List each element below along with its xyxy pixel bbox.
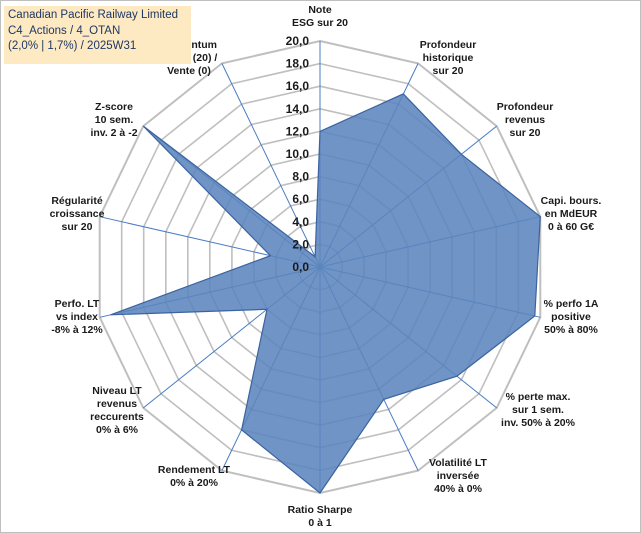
axis-label-line: historique (423, 52, 474, 64)
axis-label-line: en MdEUR (545, 208, 598, 220)
axis-label: Perfo. LT vs index -8% à 12% (51, 298, 103, 336)
title-company: Canadian Pacific Railway Limited (8, 9, 179, 21)
axis-label: Niveau LT revenus reccurents 0% à 6% (90, 385, 144, 436)
axis-label: Régularité croissance sur 20 (50, 195, 105, 233)
tick-label: 12,0 (286, 124, 310, 138)
axis-label-line: 0% à 6% (96, 424, 139, 436)
axis-label: Capi. bours. en MdEUR 0 à 60 G€ (541, 195, 602, 233)
axis-label-line: Capi. bours. (541, 195, 602, 207)
series-area (110, 93, 541, 494)
tick-label: 6,0 (292, 192, 309, 206)
chart-title-box: Canadian Pacific Railway Limited C4_Acti… (4, 6, 191, 64)
axis-label-line: Régularité (51, 195, 103, 207)
axis-label-line: inv. 2 à -2 (90, 127, 137, 139)
tick-label: 8,0 (292, 170, 309, 184)
tick-label: 20,0 (286, 34, 310, 48)
tick-label: 2,0 (292, 237, 309, 251)
axis-label-line: revenus (505, 114, 545, 126)
axis-label: Z-score 10 sem. inv. 2 à -2 (90, 101, 137, 139)
axis-label-line: positive (551, 311, 591, 323)
axis-label: Profondeur historique sur 20 (420, 39, 477, 77)
axis-label-line: Niveau LT (92, 385, 142, 397)
axis-label: Volatilité LT inversée 40% à 0% (429, 457, 488, 495)
axis-label-line: 0 à 60 G€ (548, 221, 594, 233)
tick-label: 14,0 (286, 102, 310, 116)
tick-label: 10,0 (286, 147, 310, 161)
axis-label-line: 0 à 1 (308, 517, 332, 529)
axis-label-line: croissance (50, 208, 105, 220)
axis-label-line: Note (308, 4, 331, 16)
axis-label-line: sur 20 (510, 127, 541, 139)
axis-label-line: 0% à 20% (170, 477, 219, 489)
axis-label-line: 10 sem. (95, 114, 134, 126)
radar-series (110, 93, 541, 494)
axis-label-line: ESG sur 20 (292, 17, 348, 29)
axis-label-line: 50% à 80% (544, 324, 598, 336)
axis-label-line: % perte max. (506, 391, 571, 403)
axis-label-line: -8% à 12% (51, 324, 103, 336)
axis-label-line: Vente (0) (167, 65, 211, 77)
axis-label: Profondeur revenus sur 20 (497, 101, 554, 139)
axis-label-line: Rendement LT (158, 464, 231, 476)
axis-spoke (221, 63, 321, 268)
tick-label: 18,0 (286, 57, 310, 71)
axis-label-line: Profondeur (497, 101, 554, 113)
axis-label-line: Volatilité LT (429, 457, 488, 469)
title-period: (2,0% | 1,7%) / 2025W31 (8, 40, 137, 52)
axis-label-line: Profondeur (420, 39, 477, 51)
axis-label-line: inv. 50% à 20% (501, 417, 576, 429)
axis-label: % perte max. sur 1 sem. inv. 50% à 20% (501, 391, 576, 429)
axis-label-line: reccurents (90, 411, 144, 423)
tick-label: 4,0 (292, 215, 309, 229)
axis-label-line: sur 1 sem. (512, 404, 564, 416)
axis-label-line: sur 20 (62, 221, 93, 233)
axis-label: Ratio Sharpe 0 à 1 (288, 504, 353, 529)
axis-label: Note ESG sur 20 (292, 4, 348, 29)
axis-label-line: sur 20 (433, 65, 464, 77)
axis-label-line: 40% à 0% (434, 483, 483, 495)
axis-label: Rendement LT 0% à 20% (158, 464, 231, 489)
title-category: C4_Actions / 4_OTAN (8, 24, 121, 37)
axis-label-line: Ratio Sharpe (288, 504, 353, 516)
axis-label-line: Perfo. LT (55, 298, 100, 310)
axis-label-line: revenus (97, 398, 137, 410)
radar-tick-labels: 0,0 2,0 4,0 6,0 8,0 10,0 12,0 14,0 16,0 18,0 20,0 (286, 34, 310, 274)
axis-label-line: inversée (437, 470, 480, 482)
tick-label: 16,0 (286, 79, 310, 93)
axis-label: % perfo 1A positive 50% à 80% (544, 298, 599, 336)
axis-label-line: vs index (56, 311, 98, 323)
axis-label-line: Z-score (95, 101, 133, 113)
axis-label-line: % perfo 1A (544, 298, 599, 310)
tick-label: 0,0 (292, 260, 309, 274)
